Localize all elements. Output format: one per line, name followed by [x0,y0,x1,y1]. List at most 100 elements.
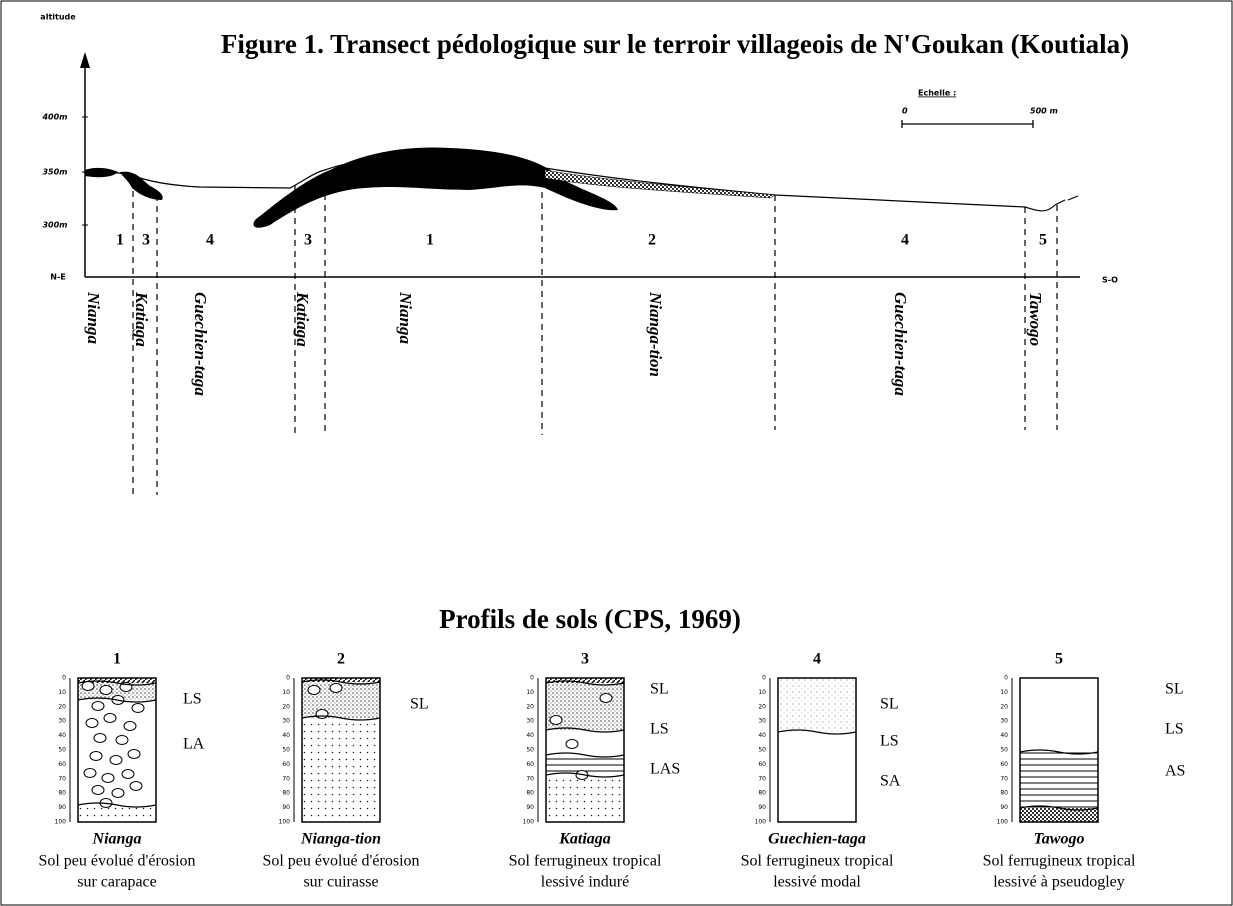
pebble [112,789,124,798]
pebble [316,710,328,719]
profile-number: 4 [813,651,821,668]
left-end: N-E [50,273,65,282]
depth-tick-label: 90 [758,804,766,811]
depth-tick-label: 10 [282,689,290,696]
depth-tick-label: 20 [526,703,534,710]
depth-tick-label: 50 [282,747,290,754]
depth-tick-label: 20 [758,703,766,710]
depth-tick-label: 90 [526,804,534,811]
profile-description: Sol ferrugineux tropical [983,853,1136,870]
profile-number: 2 [337,651,345,668]
altitude-tick-label: 350m [42,168,67,177]
depth-tick-label: 70 [526,775,534,782]
soil-profile: 01020304050607080901001LSLANiangaSol peu… [38,651,204,891]
zone-number: 4 [206,232,214,249]
profile-description: Sol peu évolué d'érosion [38,853,195,870]
profile-description: Sol ferrugineux tropical [741,853,894,870]
depth-tick-label: 80 [1000,790,1008,797]
title: Figure 1. Transect pédologique sur le te… [221,29,1129,59]
zone-name: Tawogo [1026,292,1045,346]
depth-tick-label: 50 [58,747,66,754]
pebble [102,774,114,783]
zone-number: 1 [116,232,124,249]
ground-line-end [1068,196,1078,200]
depth-tick-label: 40 [58,732,66,739]
pebble [94,734,106,743]
depth-tick-label: 20 [282,703,290,710]
horizon-label: LS [1165,721,1184,738]
horizon-label: SL [1165,681,1184,698]
depth-tick-label: 0 [1004,675,1008,682]
profile-number: 3 [581,651,589,668]
axis-label: altitude [40,13,76,22]
zone-name: Katiaga [293,291,312,347]
scale-label: Echelle : [918,89,956,98]
profile-description: lessivé induré [541,874,629,891]
depth-tick-label: 30 [758,718,766,725]
crust [85,168,118,177]
depth-tick-label: 10 [758,689,766,696]
pebble [92,702,104,711]
scale-start: 0 [902,107,908,116]
depth-tick-label: 40 [758,732,766,739]
pebble [128,750,140,759]
profile-number: 5 [1055,651,1063,668]
depth-tick-label: 20 [58,703,66,710]
horizon-label: LS [880,733,899,750]
depth-tick-label: 90 [58,804,66,811]
zone-name: Guechien-taga [191,292,210,396]
horizon [78,805,156,822]
axis-arrow [80,52,90,68]
pebble [82,682,94,691]
depth-tick-label: 30 [1000,718,1008,725]
depth-tick-label: 40 [526,732,534,739]
depth-tick-label: 90 [1000,804,1008,811]
depth-tick-label: 90 [282,804,290,811]
depth-tick-label: 10 [526,689,534,696]
horizon-label: SL [410,696,429,713]
zone-name: Nianga [396,291,415,344]
scale-end: 500 m [1030,107,1058,116]
horizon-label: LA [183,736,205,753]
horizon-label: SL [650,681,669,698]
horizon [778,678,856,732]
profile-name: Katiaga [558,831,611,848]
horizon-label: AS [1165,763,1185,780]
horizon [1020,678,1098,752]
profile-description: sur carapace [77,874,157,891]
depth-tick-label: 0 [62,675,66,682]
profile-description: sur cuirasse [303,874,378,891]
depth-tick-label: 60 [58,761,66,768]
profiles-title: Profils de sols (CPS, 1969) [439,604,741,634]
zone-name: Katiaga [132,291,151,347]
depth-tick-label: 30 [58,718,66,725]
crust [253,147,618,227]
pebble [100,686,112,695]
depth-tick-label: 80 [58,790,66,797]
horizon-label: LS [650,721,669,738]
depth-tick-label: 100 [997,819,1009,826]
horizon-label: SA [880,773,901,790]
crust [120,172,163,200]
depth-tick-label: 10 [1000,689,1008,696]
depth-tick-label: 100 [279,819,291,826]
depth-tick-label: 10 [58,689,66,696]
terrain [85,147,1078,227]
depth-tick-label: 30 [526,718,534,725]
profile-name: Nianga-tion [300,831,381,848]
profile-name: Guechien-taga [768,831,866,848]
depth-tick-label: 50 [526,747,534,754]
zone-name: Guechien-taga [891,292,910,396]
profile-description: Sol peu évolué d'érosion [262,853,419,870]
depth-tick-label: 60 [526,761,534,768]
depth-tick-label: 60 [1000,761,1008,768]
profile-number: 1 [113,651,121,668]
soil-profile: 01020304050607080901004SLLSSAGuechien-ta… [741,651,901,891]
depth-tick-label: 0 [530,675,534,682]
right-end: S-O [1102,276,1118,285]
zone-number: 1 [426,232,434,249]
pebble [550,716,562,725]
profile-description: lessivé modal [773,874,861,891]
altitude-tick-label: 300m [42,221,67,230]
soil-profile: 01020304050607080901002SLNianga-tionSol … [262,651,428,891]
